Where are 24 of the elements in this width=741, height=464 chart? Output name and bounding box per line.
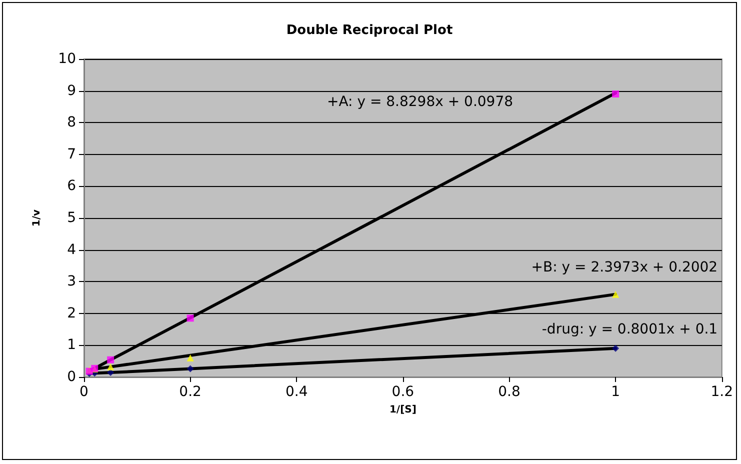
x-tick-label: 0.4 (285, 384, 308, 400)
y-tick-label: 8 (67, 114, 76, 131)
chart-title: Double Reciprocal Plot (286, 23, 453, 38)
y-tick-label: 0 (67, 369, 76, 385)
y-tick-label: 1 (67, 337, 76, 354)
y-tick-label: 10 (58, 51, 76, 67)
y-tick-label: 9 (67, 82, 76, 99)
x-tick-label: 1 (611, 384, 620, 400)
x-tick-label: 0.2 (179, 384, 202, 400)
annotation: -drug: y = 0.8001x + 0.1 (542, 321, 718, 338)
annotation: +A: y = 8.8298x + 0.0978 (326, 94, 514, 110)
y-tick-label: 2 (67, 305, 76, 322)
x-tick-label: 0 (80, 384, 88, 400)
x-axis-title: 1/[S] (389, 404, 416, 416)
y-tick-label: 4 (67, 242, 76, 258)
x-tick-label: 0.6 (392, 384, 414, 400)
y-tick-label: 3 (67, 274, 76, 290)
y-tick-label: 7 (67, 146, 76, 162)
y-tick-label: 5 (67, 210, 76, 226)
annotation: +B: y = 2.3973x + 0.2002 (531, 259, 718, 276)
y-axis-title: 1/v (32, 208, 42, 227)
x-tick-label: 0.8 (498, 384, 520, 400)
y-tick-label: 6 (67, 178, 76, 194)
x-tick-label: 1.2 (710, 384, 733, 400)
